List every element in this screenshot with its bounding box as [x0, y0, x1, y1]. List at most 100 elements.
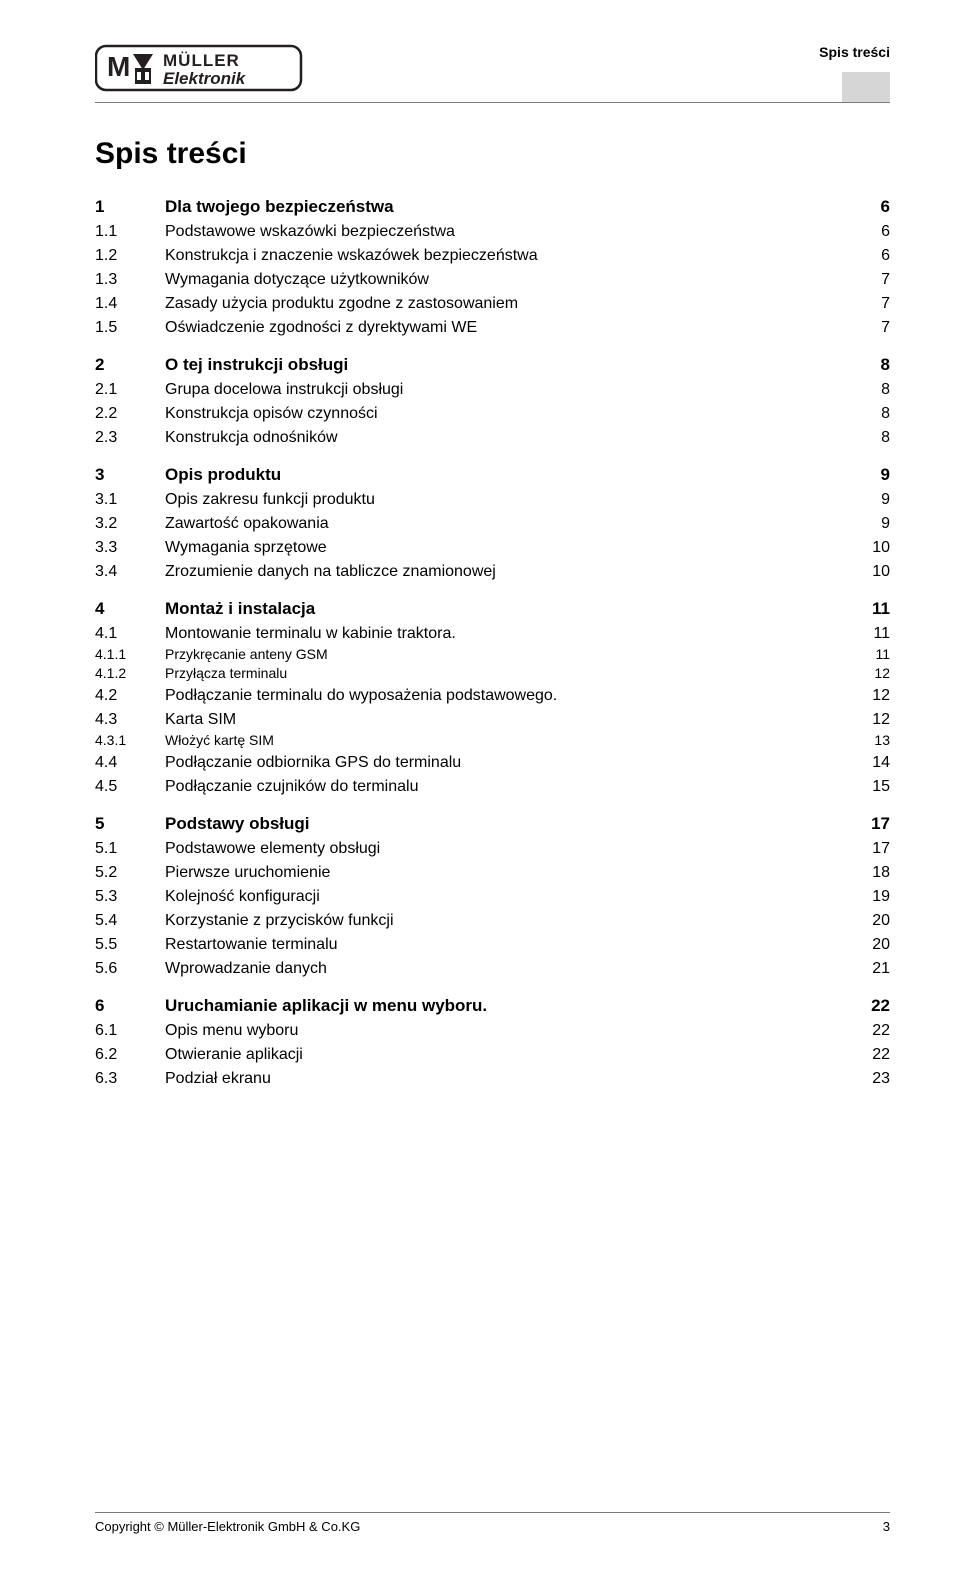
toc-entry: 5.2Pierwsze uruchomienie18	[95, 864, 890, 882]
toc-entry-number: 4.1.2	[95, 665, 165, 681]
toc-entry-number: 1.2	[95, 247, 165, 265]
toc-entry: 3.2Zawartość opakowania9	[95, 515, 890, 533]
toc-entry-page: 22	[850, 996, 890, 1016]
toc-entry: 5.6Wprowadzanie danych21	[95, 960, 890, 978]
toc-entry-page: 23	[850, 1070, 890, 1088]
toc-entry-number: 2.1	[95, 381, 165, 399]
toc-entry-page: 21	[850, 960, 890, 978]
toc-entry-number: 1.1	[95, 223, 165, 241]
toc-entry: 6.3Podział ekranu23	[95, 1070, 890, 1088]
toc-entry-number: 4	[95, 599, 165, 619]
brand-text-top: MÜLLER	[163, 51, 240, 70]
toc-entry-title: Montaż i instalacja	[165, 599, 850, 619]
page-footer: Copyright © Müller-Elektronik GmbH & Co.…	[95, 1512, 890, 1534]
toc-entry-number: 3.3	[95, 539, 165, 557]
toc-entry-page: 13	[850, 732, 890, 748]
toc-entry-title: Montowanie terminalu w kabinie traktora.	[165, 625, 850, 643]
toc-entry-page: 7	[850, 319, 890, 337]
toc-entry: 5.4Korzystanie z przycisków funkcji20	[95, 912, 890, 930]
toc-entry-title: Włożyć kartę SIM	[165, 732, 850, 748]
toc-entry: 2.3Konstrukcja odnośników8	[95, 429, 890, 447]
toc-entry-page: 18	[850, 864, 890, 882]
toc-entry-title: Wprowadzanie danych	[165, 960, 850, 978]
toc-entry-title: Podłączanie odbiornika GPS do terminalu	[165, 754, 850, 772]
toc-entry-number: 4.5	[95, 778, 165, 796]
toc-entry-number: 5.2	[95, 864, 165, 882]
toc-entry-title: Otwieranie aplikacji	[165, 1046, 850, 1064]
toc-entry-title: Restartowanie terminalu	[165, 936, 850, 954]
toc-entry-number: 5.4	[95, 912, 165, 930]
toc-entry-page: 11	[850, 646, 890, 662]
toc-entry-page: 8	[850, 405, 890, 423]
toc-entry-number: 5.5	[95, 936, 165, 954]
toc-entry-number: 1.5	[95, 319, 165, 337]
toc-entry-number: 5.1	[95, 840, 165, 858]
brand-logo: M MÜLLER Elektronik	[95, 40, 305, 96]
toc-entry-page: 20	[850, 936, 890, 954]
toc-entry-title: Podłączanie czujników do terminalu	[165, 778, 850, 796]
toc-entry-title: Podstawy obsługi	[165, 814, 850, 834]
toc-entry: 4.2Podłączanie terminalu do wyposażenia …	[95, 687, 890, 705]
toc-entry: 4.5Podłączanie czujników do terminalu15	[95, 778, 890, 796]
toc-entry: 6.1Opis menu wyboru22	[95, 1022, 890, 1040]
toc-entry: 1.2Konstrukcja i znaczenie wskazówek bez…	[95, 247, 890, 265]
toc-entry-number: 1	[95, 197, 165, 217]
toc-entry-title: Grupa docelowa instrukcji obsługi	[165, 381, 850, 399]
toc-entry-page: 17	[850, 840, 890, 858]
toc-entry-number: 4.3.1	[95, 732, 165, 748]
toc-entry-page: 8	[850, 429, 890, 447]
toc-entry: 1.5Oświadczenie zgodności z dyrektywami …	[95, 319, 890, 337]
toc-entry-title: Opis zakresu funkcji produktu	[165, 491, 850, 509]
toc-entry-title: Korzystanie z przycisków funkcji	[165, 912, 850, 930]
toc-entry: 3Opis produktu9	[95, 465, 890, 485]
footer-page-number: 3	[883, 1519, 890, 1534]
page-title: Spis treści	[95, 137, 890, 171]
toc-entry: 4.3Karta SIM12	[95, 711, 890, 729]
header-rule	[95, 102, 890, 103]
toc-entry-page: 8	[850, 355, 890, 375]
toc-entry-number: 5	[95, 814, 165, 834]
toc-entry: 3.3Wymagania sprzętowe10	[95, 539, 890, 557]
toc-entry: 1.3Wymagania dotyczące użytkowników7	[95, 271, 890, 289]
toc-entry-page: 14	[850, 754, 890, 772]
toc-entry-page: 11	[850, 625, 890, 643]
toc-entry: 4.1.2Przyłącza terminalu12	[95, 665, 890, 681]
toc-entry-page: 22	[850, 1046, 890, 1064]
toc-entry-page: 12	[850, 665, 890, 681]
toc-entry: 2.2Konstrukcja opisów czynności8	[95, 405, 890, 423]
toc-entry: 2O tej instrukcji obsługi8	[95, 355, 890, 375]
toc-entry-number: 4.2	[95, 687, 165, 705]
toc-entry-number: 3	[95, 465, 165, 485]
toc-entry-title: Wymagania sprzętowe	[165, 539, 850, 557]
toc-entry-title: Konstrukcja i znaczenie wskazówek bezpie…	[165, 247, 850, 265]
toc-entry-title: Zawartość opakowania	[165, 515, 850, 533]
toc-entry-title: Podłączanie terminalu do wyposażenia pod…	[165, 687, 850, 705]
toc-entry-title: Konstrukcja opisów czynności	[165, 405, 850, 423]
toc-entry-title: Podstawowe wskazówki bezpieczeństwa	[165, 223, 850, 241]
toc-entry-number: 4.1.1	[95, 646, 165, 662]
toc-entry-number: 5.6	[95, 960, 165, 978]
toc-entry-title: Przykręcanie anteny GSM	[165, 646, 850, 662]
toc-entry: 3.1Opis zakresu funkcji produktu9	[95, 491, 890, 509]
toc-entry: 5.1Podstawowe elementy obsługi17	[95, 840, 890, 858]
svg-text:M: M	[107, 51, 130, 82]
toc-entry-page: 22	[850, 1022, 890, 1040]
toc-entry-page: 12	[850, 711, 890, 729]
toc-entry: 5Podstawy obsługi17	[95, 814, 890, 834]
toc-entry-title: Zasady użycia produktu zgodne z zastosow…	[165, 295, 850, 313]
toc-entry-number: 6.1	[95, 1022, 165, 1040]
toc-entry-number: 3.2	[95, 515, 165, 533]
toc-entry: 4.1Montowanie terminalu w kabinie trakto…	[95, 625, 890, 643]
toc-entry: 6.2Otwieranie aplikacji22	[95, 1046, 890, 1064]
toc-entry-number: 5.3	[95, 888, 165, 906]
toc-entry-title: Konstrukcja odnośników	[165, 429, 850, 447]
toc-entry-page: 6	[850, 223, 890, 241]
toc-entry: 3.4Zrozumienie danych na tabliczce znami…	[95, 563, 890, 581]
toc-entry: 6Uruchamianie aplikacji w menu wyboru.22	[95, 996, 890, 1016]
toc-entry-page: 7	[850, 295, 890, 313]
toc-entry-page: 15	[850, 778, 890, 796]
toc-entry-page: 6	[850, 197, 890, 217]
toc-entry-page: 10	[850, 539, 890, 557]
header-section-label: Spis treści	[819, 44, 890, 60]
toc-entry-title: Dla twojego bezpieczeństwa	[165, 197, 850, 217]
